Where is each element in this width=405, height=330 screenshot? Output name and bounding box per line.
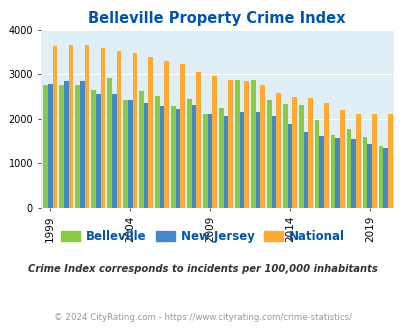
Bar [335,138,339,208]
Bar [319,136,324,208]
Bar [64,82,68,208]
Bar [59,85,64,208]
Bar [228,80,232,208]
Bar [378,146,382,208]
Bar [307,98,312,208]
Bar [239,112,244,208]
Bar [100,48,105,208]
Bar [186,99,191,208]
Bar [116,50,121,208]
Bar [234,81,239,208]
Bar [271,116,276,208]
Bar [282,104,287,208]
Bar [154,96,159,208]
Title: Belleville Property Crime Index: Belleville Property Crime Index [88,11,345,26]
Bar [303,132,307,208]
Bar [123,100,128,208]
Bar [223,116,228,208]
Bar [148,57,153,208]
Bar [255,112,260,208]
Bar [250,81,255,208]
Bar [367,144,371,208]
Bar [292,96,296,208]
Bar [371,115,376,208]
Bar [48,84,53,208]
Bar [171,106,175,208]
Bar [159,106,164,208]
Bar [362,137,367,208]
Bar [75,85,79,208]
Bar [164,61,169,208]
Bar [202,114,207,208]
Bar [139,91,143,208]
Bar [387,115,392,208]
Bar [339,110,344,208]
Bar [175,110,180,208]
Bar [382,148,387,208]
Bar [180,64,185,208]
Bar [314,120,319,208]
Bar [355,115,360,208]
Bar [287,124,292,208]
Bar [346,129,351,208]
Bar [196,73,201,208]
Bar [298,105,303,208]
Bar [276,92,280,208]
Text: Crime Index corresponds to incidents per 100,000 inhabitants: Crime Index corresponds to incidents per… [28,264,377,274]
Bar [68,45,73,208]
Bar [324,103,328,208]
Bar [207,114,212,208]
Bar [53,46,57,208]
Bar [128,100,132,208]
Bar [330,135,335,208]
Bar [260,85,264,208]
Bar [218,108,223,208]
Bar [266,100,271,208]
Bar [111,94,116,208]
Bar [191,105,196,208]
Bar [244,81,249,208]
Legend: Belleville, New Jersey, National: Belleville, New Jersey, National [56,225,349,248]
Bar [43,85,48,208]
Bar [91,90,96,208]
Bar [143,103,148,208]
Bar [132,53,137,208]
Bar [96,94,100,208]
Bar [212,76,217,208]
Text: © 2024 CityRating.com - https://www.cityrating.com/crime-statistics/: © 2024 CityRating.com - https://www.city… [54,313,351,322]
Bar [84,45,89,208]
Bar [107,78,111,208]
Bar [351,139,355,208]
Bar [79,82,84,208]
